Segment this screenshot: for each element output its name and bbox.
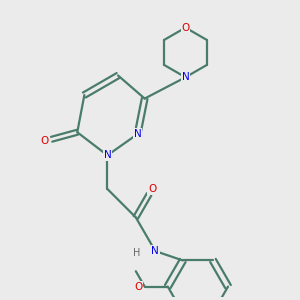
Text: H: H [133,248,141,258]
Text: O: O [40,136,48,146]
Text: N: N [103,150,111,160]
Text: N: N [134,129,142,139]
Text: O: O [182,22,190,33]
Text: O: O [148,184,156,194]
Text: N: N [152,246,159,256]
Text: O: O [134,282,142,292]
Text: N: N [182,72,189,82]
